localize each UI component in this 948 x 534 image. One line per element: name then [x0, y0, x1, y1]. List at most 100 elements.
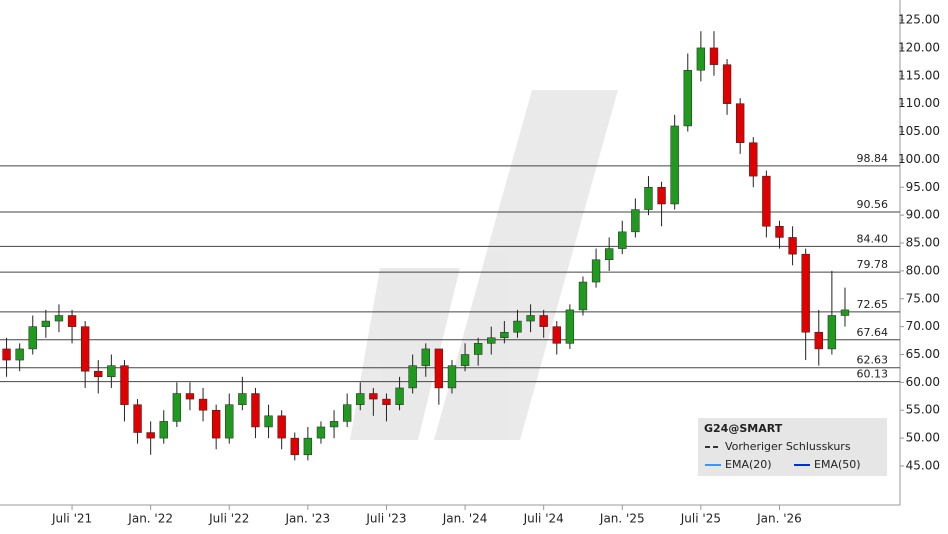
candle-body — [264, 415, 273, 428]
candle-body — [722, 64, 732, 104]
candle-body — [513, 320, 522, 333]
candle-body — [565, 309, 575, 344]
candle-body — [382, 398, 391, 405]
x-tick-label: Jan. '22 — [127, 512, 173, 526]
candle-body — [735, 103, 745, 143]
x-tick-label: Jan. '26 — [756, 512, 802, 526]
candle-body — [500, 331, 509, 339]
candle-body — [526, 315, 535, 322]
x-tick-label: Juli '24 — [523, 512, 564, 526]
candle-body — [342, 404, 352, 422]
candle-body — [775, 226, 784, 238]
x-tick-label: Jan. '24 — [442, 512, 488, 526]
candle-body — [290, 437, 299, 456]
legend-box — [698, 418, 887, 476]
candle-body — [539, 315, 548, 327]
candle-body — [447, 365, 457, 389]
y-tick-label: 95.00 — [906, 180, 940, 194]
candle-body — [840, 309, 850, 316]
level-label: 60.13 — [857, 368, 889, 381]
candle-body — [657, 187, 666, 205]
candle-body — [251, 393, 260, 428]
legend-label: EMA(50) — [814, 458, 861, 471]
candle-body — [552, 326, 561, 344]
level-label: 79.78 — [857, 258, 889, 271]
x-tick-label: Juli '22 — [208, 512, 249, 526]
candle-body — [107, 365, 116, 378]
candle-body — [120, 365, 129, 405]
x-tick-label: Juli '23 — [365, 512, 406, 526]
candle-body — [408, 365, 417, 389]
level-label: 98.84 — [857, 152, 889, 165]
candle-body — [395, 387, 404, 405]
level-label: 84.40 — [857, 232, 889, 245]
candle-body — [683, 69, 692, 127]
y-tick-label: 45.00 — [906, 458, 940, 472]
candle-body — [172, 393, 182, 422]
candle-body — [211, 409, 221, 439]
candle-body — [67, 315, 77, 327]
y-tick-label: 55.00 — [906, 403, 940, 417]
legend-label: Vorheriger Schlusskurs — [725, 440, 851, 453]
candle-body — [329, 421, 339, 428]
x-tick-label: Juli '21 — [51, 512, 92, 526]
candle-body — [369, 393, 378, 400]
candle-body — [15, 348, 24, 361]
candle-body — [709, 47, 719, 65]
candle-body — [421, 348, 430, 366]
candle-body — [749, 142, 758, 177]
candle-body — [473, 343, 483, 355]
y-tick-label: 90.00 — [906, 208, 940, 222]
candle-body — [670, 125, 679, 205]
candle-body — [827, 315, 837, 350]
candle-body — [54, 315, 64, 322]
y-tick-label: 50.00 — [906, 431, 940, 445]
candle-body — [303, 437, 313, 456]
x-tick-label: Jan. '25 — [599, 512, 645, 526]
candle-body — [696, 47, 706, 71]
candle-body — [434, 348, 444, 389]
level-label: 67.64 — [857, 326, 889, 339]
candle-body — [80, 326, 90, 372]
candle-body — [788, 237, 797, 255]
level-label: 62.63 — [857, 354, 889, 367]
level-label: 72.65 — [857, 298, 889, 311]
candle-body — [487, 337, 496, 344]
y-tick-label: 100.00 — [898, 152, 940, 166]
candle-body — [198, 398, 208, 411]
candle-body — [762, 175, 771, 227]
y-tick-label: 70.00 — [906, 319, 940, 333]
y-tick-label: 120.00 — [898, 40, 940, 54]
x-tick-label: Juli '25 — [680, 512, 721, 526]
candle-body — [591, 259, 601, 283]
candle-body — [460, 354, 470, 366]
candle-body — [644, 187, 653, 210]
y-tick-label: 75.00 — [906, 291, 940, 305]
candle-body — [604, 248, 614, 260]
candle-body — [814, 331, 823, 350]
candle-body — [618, 231, 627, 249]
legend: G24@SMART Vorheriger Schlusskurs EMA(20) EM… — [698, 418, 887, 476]
level-label: 90.56 — [857, 198, 889, 211]
candle-body — [28, 326, 37, 350]
candle-body — [41, 320, 51, 327]
x-tick-label: Jan. '23 — [285, 512, 331, 526]
y-tick-label: 65.00 — [906, 347, 940, 361]
candle-body — [159, 421, 168, 439]
y-tick-label: 125.00 — [898, 13, 940, 27]
y-tick-label: 105.00 — [898, 124, 940, 138]
candle-body — [2, 348, 11, 361]
y-tick-label: 110.00 — [898, 96, 940, 110]
y-tick-label: 80.00 — [906, 263, 940, 277]
candle-body — [316, 426, 326, 439]
candle-body — [578, 281, 588, 311]
candle-body — [238, 393, 247, 405]
legend-title: G24@SMART — [704, 422, 783, 435]
candle-body — [801, 253, 810, 333]
y-tick-label: 85.00 — [906, 236, 940, 250]
candle-body — [631, 209, 640, 233]
candle-body — [185, 393, 195, 400]
y-tick-label: 115.00 — [898, 68, 940, 82]
candle-body — [225, 404, 234, 439]
candle-body — [356, 393, 365, 405]
